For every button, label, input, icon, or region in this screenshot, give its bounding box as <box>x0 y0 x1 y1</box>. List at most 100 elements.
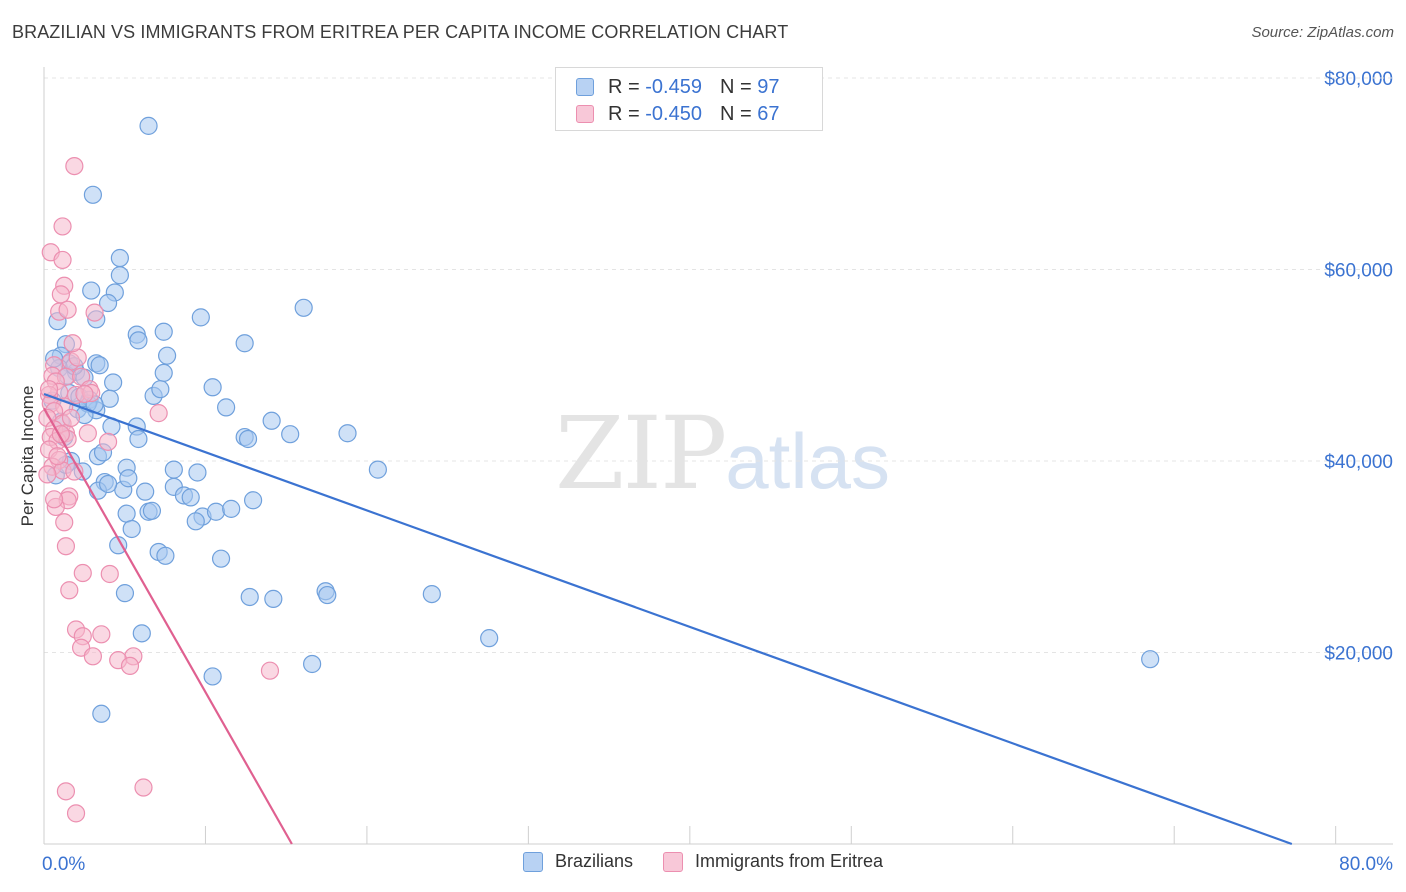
brazilian-point <box>136 482 155 501</box>
brazilian-point <box>422 584 441 604</box>
brazilian-point <box>151 380 170 399</box>
brazilian-point <box>1141 650 1160 669</box>
eritrea-point <box>48 447 67 466</box>
eritrea-point <box>134 778 153 797</box>
brazilian-point <box>164 460 183 479</box>
brazilian-point <box>82 281 101 300</box>
brazilian-point <box>243 491 263 510</box>
eritrea-point <box>60 581 79 600</box>
y-axis-title: Per Capita Income <box>18 385 37 527</box>
y-tick-label: $40,000 <box>1324 452 1393 473</box>
eritrea-point <box>71 367 91 386</box>
eritrea-point <box>78 424 97 443</box>
brazilian-point <box>318 585 337 605</box>
series-legend-eritrea[interactable]: Immigrants from Eritrea <box>662 851 884 872</box>
brazilian-point <box>235 334 254 353</box>
watermark-zip: ZIP <box>555 395 727 512</box>
eritrea-point <box>66 804 86 823</box>
y-tick-label: $20,000 <box>1324 644 1393 665</box>
legend-r-value: -0.450 <box>645 102 702 125</box>
eritrea-point <box>85 303 104 322</box>
brazilian-point <box>186 512 205 531</box>
eritrea-point <box>73 563 92 583</box>
brazilian-point <box>206 502 226 521</box>
eritrea-point <box>120 656 140 676</box>
brazilian-point <box>338 424 357 443</box>
eritrea-point <box>61 408 81 428</box>
brazilian-point <box>154 363 173 383</box>
brazilian-point <box>238 429 258 449</box>
brazilian-point <box>217 398 236 417</box>
eritrea-point <box>56 782 76 801</box>
eritrea-point <box>65 156 84 176</box>
chart-title: BRAZILIAN VS IMMIGRANTS FROM ERITREA PER… <box>12 22 789 42</box>
brazilian-point <box>122 519 141 539</box>
eritrea-point <box>45 490 64 509</box>
brazilian-point <box>117 504 136 523</box>
legend-n-value: 97 <box>757 75 780 98</box>
series-swatch-blue <box>522 851 543 872</box>
series-label: Immigrants from Eritrea <box>694 851 884 871</box>
brazilian-point <box>264 589 283 608</box>
brazilian-point <box>129 331 148 350</box>
brazilian-point <box>104 373 123 392</box>
y-tick-label: $80,000 <box>1324 69 1393 90</box>
brazilian-point <box>188 463 207 482</box>
brazilian-trend-line <box>43 392 1293 846</box>
legend-n-value: 67 <box>757 102 780 125</box>
brazilian-point <box>181 488 200 507</box>
brazilian-point <box>294 298 313 317</box>
y-tick-label: $60,000 <box>1324 261 1393 282</box>
eritrea-point <box>92 625 111 644</box>
brazilian-point <box>157 346 177 365</box>
brazilian-point <box>191 308 210 327</box>
legend-r-value: -0.459 <box>645 75 702 98</box>
brazilian-point <box>129 429 148 449</box>
legend-swatch-blue <box>576 78 594 96</box>
eritrea-point <box>100 564 119 584</box>
eritrea-point <box>98 432 118 451</box>
brazilian-point <box>203 667 222 686</box>
eritrea-point <box>149 404 168 423</box>
brazilian-point <box>110 248 129 268</box>
x-tick-label-min: 0.0% <box>42 854 85 875</box>
brazilian-point <box>98 293 118 313</box>
brazilian-point <box>132 624 151 643</box>
brazilian-point <box>83 185 103 204</box>
series-legend: Brazilians Immigrants from Eritrea <box>0 851 1406 872</box>
eritrea-point <box>51 285 70 304</box>
brazilian-point <box>368 460 387 479</box>
legend-n-label: N = <box>719 102 752 125</box>
x-tick-label-max: 80.0% <box>1339 854 1393 875</box>
eritrea-point <box>55 513 74 532</box>
legend-row-brazilians: R = -0.459 N = 97 <box>576 74 779 100</box>
brazilian-point <box>110 266 129 285</box>
eritrea-point <box>75 384 94 404</box>
eritrea-point <box>83 647 103 666</box>
brazilian-point <box>240 587 259 607</box>
brazilian-point <box>115 584 135 603</box>
eritrea-point <box>53 250 72 270</box>
correlation-legend: R = -0.459 N = 97 R = -0.450 N = 67 <box>555 67 823 131</box>
brazilian-point <box>100 389 119 408</box>
legend-row-eritrea: R = -0.450 N = 67 <box>576 101 779 127</box>
eritrea-point <box>53 217 72 236</box>
brazilian-point <box>98 474 118 494</box>
series-label: Brazilians <box>554 851 633 871</box>
brazilian-point <box>281 425 300 444</box>
eritrea-trend-line <box>43 407 293 845</box>
legend-r-label: R = <box>608 102 640 125</box>
brazilian-point <box>262 411 281 430</box>
legend-n-label: N = <box>719 75 752 98</box>
brazilian-point <box>203 378 222 397</box>
eritrea-point <box>56 537 76 556</box>
series-swatch-pink <box>662 851 683 872</box>
brazilian-point <box>139 116 158 135</box>
series-legend-brazilians[interactable]: Brazilians <box>522 851 633 872</box>
eritrea-point <box>38 465 57 484</box>
brazilian-point <box>142 501 162 520</box>
brazilian-point <box>156 546 175 565</box>
brazilian-point <box>90 356 109 375</box>
brazilian-point <box>480 629 499 648</box>
